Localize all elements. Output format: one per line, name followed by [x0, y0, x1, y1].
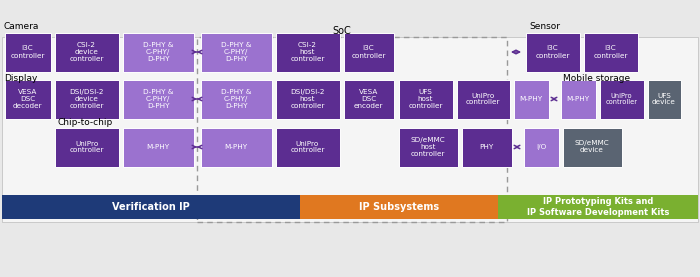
Text: IP Subsystems: IP Subsystems — [359, 202, 439, 212]
Text: M-PHY: M-PHY — [566, 96, 589, 102]
Bar — [584, 32, 638, 71]
Text: CSI-2
device
controller: CSI-2 device controller — [69, 42, 104, 62]
Bar — [461, 127, 512, 166]
Bar — [200, 79, 272, 119]
Text: SD/eMMC
device: SD/eMMC device — [575, 140, 610, 153]
Bar — [344, 79, 393, 119]
Text: Display: Display — [4, 74, 37, 83]
Text: SD/eMMC
host
controller: SD/eMMC host controller — [411, 137, 445, 157]
Bar — [276, 32, 340, 71]
Bar — [55, 79, 118, 119]
Text: M-PHY: M-PHY — [146, 144, 169, 150]
Bar — [648, 79, 680, 119]
Text: VESA
DSC
encoder: VESA DSC encoder — [354, 89, 384, 109]
Text: UFS
device: UFS device — [652, 93, 676, 106]
Bar — [456, 79, 510, 119]
Bar — [200, 32, 272, 71]
Text: D-PHY &
C-PHY/
D-PHY: D-PHY & C-PHY/ D-PHY — [220, 89, 251, 109]
Text: D-PHY &
C-PHY/
D-PHY: D-PHY & C-PHY/ D-PHY — [143, 42, 174, 62]
Bar — [122, 127, 193, 166]
Text: IP Prototyping Kits and
IP Software Development Kits: IP Prototyping Kits and IP Software Deve… — [527, 197, 669, 217]
Text: UFS
host
controller: UFS host controller — [408, 89, 442, 109]
Text: Camera: Camera — [4, 22, 39, 31]
Text: DSI/DSI-2
host
controller: DSI/DSI-2 host controller — [290, 89, 325, 109]
Bar — [599, 79, 643, 119]
Text: I3C
controller: I3C controller — [594, 45, 628, 58]
Text: D-PHY &
C-PHY/
D-PHY: D-PHY & C-PHY/ D-PHY — [220, 42, 251, 62]
Bar — [514, 79, 549, 119]
Text: Chip-to-chip: Chip-to-chip — [57, 118, 112, 127]
Bar — [344, 32, 393, 71]
Text: I3C
controller: I3C controller — [536, 45, 570, 58]
Text: UniPro
controller: UniPro controller — [466, 93, 500, 106]
Text: UniPro
controller: UniPro controller — [606, 93, 638, 106]
Text: PHY: PHY — [480, 144, 494, 150]
Bar — [4, 32, 50, 71]
Text: UniPro
controller: UniPro controller — [69, 140, 104, 153]
Text: M-PHY: M-PHY — [225, 144, 248, 150]
Bar — [2, 37, 698, 222]
Bar — [498, 195, 698, 219]
Text: DSI/DSI-2
device
controller: DSI/DSI-2 device controller — [69, 89, 104, 109]
Text: CSI-2
host
controller: CSI-2 host controller — [290, 42, 325, 62]
Text: VESA
DSC
decoder: VESA DSC decoder — [13, 89, 42, 109]
Bar — [398, 79, 452, 119]
Text: Sensor: Sensor — [529, 22, 560, 31]
Bar — [55, 127, 118, 166]
Bar — [200, 127, 272, 166]
Bar — [398, 127, 458, 166]
Bar — [276, 79, 340, 119]
Bar — [55, 32, 118, 71]
Bar — [276, 127, 340, 166]
Bar — [524, 127, 559, 166]
Text: UniPro
controller: UniPro controller — [290, 140, 325, 153]
Bar — [563, 127, 622, 166]
Bar — [2, 195, 300, 219]
Bar — [300, 195, 498, 219]
Text: I3C
controller: I3C controller — [10, 45, 45, 58]
Bar — [4, 79, 50, 119]
Bar — [561, 79, 596, 119]
Text: Verification IP: Verification IP — [112, 202, 190, 212]
Text: D-PHY &
C-PHY/
D-PHY: D-PHY & C-PHY/ D-PHY — [143, 89, 174, 109]
Bar — [122, 32, 193, 71]
Bar — [526, 32, 580, 71]
Text: M-PHY: M-PHY — [519, 96, 542, 102]
Text: I/O: I/O — [536, 144, 546, 150]
Text: SoC: SoC — [332, 26, 351, 36]
Text: Mobile storage: Mobile storage — [563, 74, 630, 83]
Bar — [197, 37, 507, 222]
Text: I3C
controller: I3C controller — [351, 45, 386, 58]
Bar — [122, 79, 193, 119]
